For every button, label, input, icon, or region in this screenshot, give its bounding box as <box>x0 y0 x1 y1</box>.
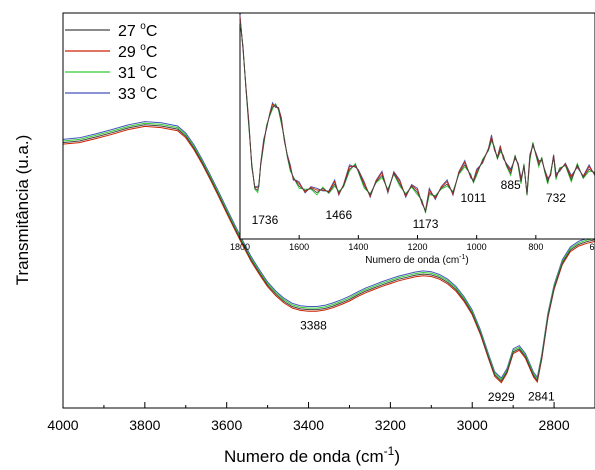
legend-label: 29 oC <box>118 42 157 61</box>
legend-label: 33 oC <box>118 84 157 103</box>
inset-x-tick-label: 1600 <box>289 242 309 252</box>
inset-x-tick-label: 1800 <box>230 242 250 252</box>
x-tick-label: 4000 <box>47 417 78 433</box>
y-axis-title: Transmitância (u.a.) <box>13 135 32 286</box>
x-axis-title: Numero de onda (cm-1) <box>224 444 400 466</box>
legend: 27 oC 29 oC 31 oC 33 oC <box>65 21 157 103</box>
inset-x-tick-label: 800 <box>528 242 543 252</box>
peak-label: 2929 <box>488 390 515 404</box>
legend-label: 27 oC <box>118 21 157 40</box>
inset-peak-label: 1173 <box>413 217 439 231</box>
inset-peak-label: 1466 <box>325 208 352 222</box>
main-x-axis: 4000 3800 3600 3400 3200 3000 2800 <box>47 402 595 433</box>
inset-peak-label: 1011 <box>461 191 487 205</box>
inset-plot: 1800 1600 1400 1200 1000 800 6 1736 1466 1173 101… <box>230 13 595 266</box>
inset-x-tick-label: 1400 <box>348 242 368 252</box>
x-tick-label: 3000 <box>457 417 488 433</box>
inset-frame <box>240 13 595 239</box>
x-tick-label: 3400 <box>293 417 324 433</box>
inset-x-tick-label: 6 <box>589 242 594 252</box>
inset-peak-label: 1736 <box>252 213 279 227</box>
inset-x-tick-label: 1000 <box>467 242 487 252</box>
main-annotations: 3388 2929 2841 <box>300 319 555 404</box>
inset-peak-label: 885 <box>501 178 521 192</box>
peak-label: 2841 <box>528 389 555 403</box>
inset-x-axis-title: Numero de onda (cm-1) <box>365 254 469 266</box>
x-tick-label: 3600 <box>211 417 242 433</box>
inset-x-tick-label: 1200 <box>407 242 427 252</box>
legend-label: 31 oC <box>118 63 157 82</box>
peak-label: 3388 <box>300 319 327 333</box>
x-tick-label: 3200 <box>375 417 406 433</box>
x-tick-label: 2800 <box>538 417 569 433</box>
x-tick-label: 3800 <box>129 417 160 433</box>
inset-peak-label: 732 <box>546 191 566 205</box>
